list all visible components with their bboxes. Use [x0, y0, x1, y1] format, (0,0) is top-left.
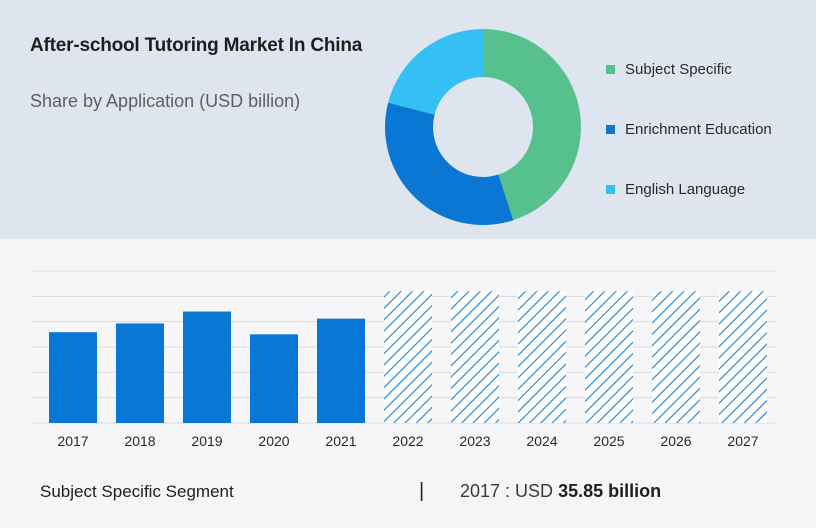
donut-slice-enrichment-education: [385, 102, 514, 225]
forecast-bar-2022: [384, 291, 432, 423]
segment-value: 2017 : USD 35.85 billion: [460, 481, 661, 502]
forecast-bar-2026: [652, 291, 700, 423]
x-tick-label-2018: 2018: [124, 433, 155, 449]
donut-chart: [385, 29, 581, 225]
legend-label: Enrichment Education: [625, 120, 772, 138]
legend-item-subject-specific: Subject Specific: [606, 58, 806, 80]
segment-label: Subject Specific Segment: [40, 482, 234, 501]
bar-2017: [49, 332, 97, 423]
footer-divider: |: [419, 480, 425, 502]
bar-2020: [250, 334, 298, 423]
x-tick-label-2021: 2021: [325, 433, 356, 449]
forecast-bar-2024: [518, 291, 566, 423]
forecast-bar-2025: [585, 291, 633, 423]
x-tick-label-2023: 2023: [459, 433, 490, 449]
legend-item-english-language: English Language: [606, 178, 806, 200]
x-tick-label-2022: 2022: [392, 433, 423, 449]
x-tick-label-2026: 2026: [660, 433, 691, 449]
forecast-bar-2027: [719, 291, 767, 423]
bar-2018: [116, 323, 164, 423]
x-tick-label-2019: 2019: [191, 433, 222, 449]
legend-swatch: [606, 184, 615, 194]
x-tick-label-2020: 2020: [258, 433, 289, 449]
legend-swatch: [606, 64, 615, 74]
donut-slice-subject-specific: [483, 29, 581, 221]
chart-title: After-school Tutoring Market In China: [30, 35, 363, 56]
donut-slice-english-language: [388, 29, 483, 115]
segment-value-prefix: 2017 : USD: [460, 481, 559, 501]
chart-subtitle: Share by Application (USD billion): [30, 91, 301, 111]
bar-2021: [317, 318, 365, 423]
legend-label: Subject Specific: [625, 60, 732, 78]
legend-swatch: [606, 124, 615, 134]
forecast-bar-2023: [451, 291, 499, 423]
legend-item-enrichment-education: Enrichment Education: [606, 118, 806, 140]
x-tick-label-2025: 2025: [593, 433, 624, 449]
x-tick-label-2017: 2017: [57, 433, 88, 449]
legend-label: English Language: [625, 180, 746, 198]
x-tick-label-2027: 2027: [727, 433, 758, 449]
bar-2019: [183, 311, 231, 423]
segment-value-amount: 35.85 billion: [558, 481, 662, 501]
bar-chart: 2017 2018 2019 2020 2021 2022 2023 2024 2025 2026…: [32, 270, 776, 449]
x-tick-label-2024: 2024: [526, 433, 557, 449]
